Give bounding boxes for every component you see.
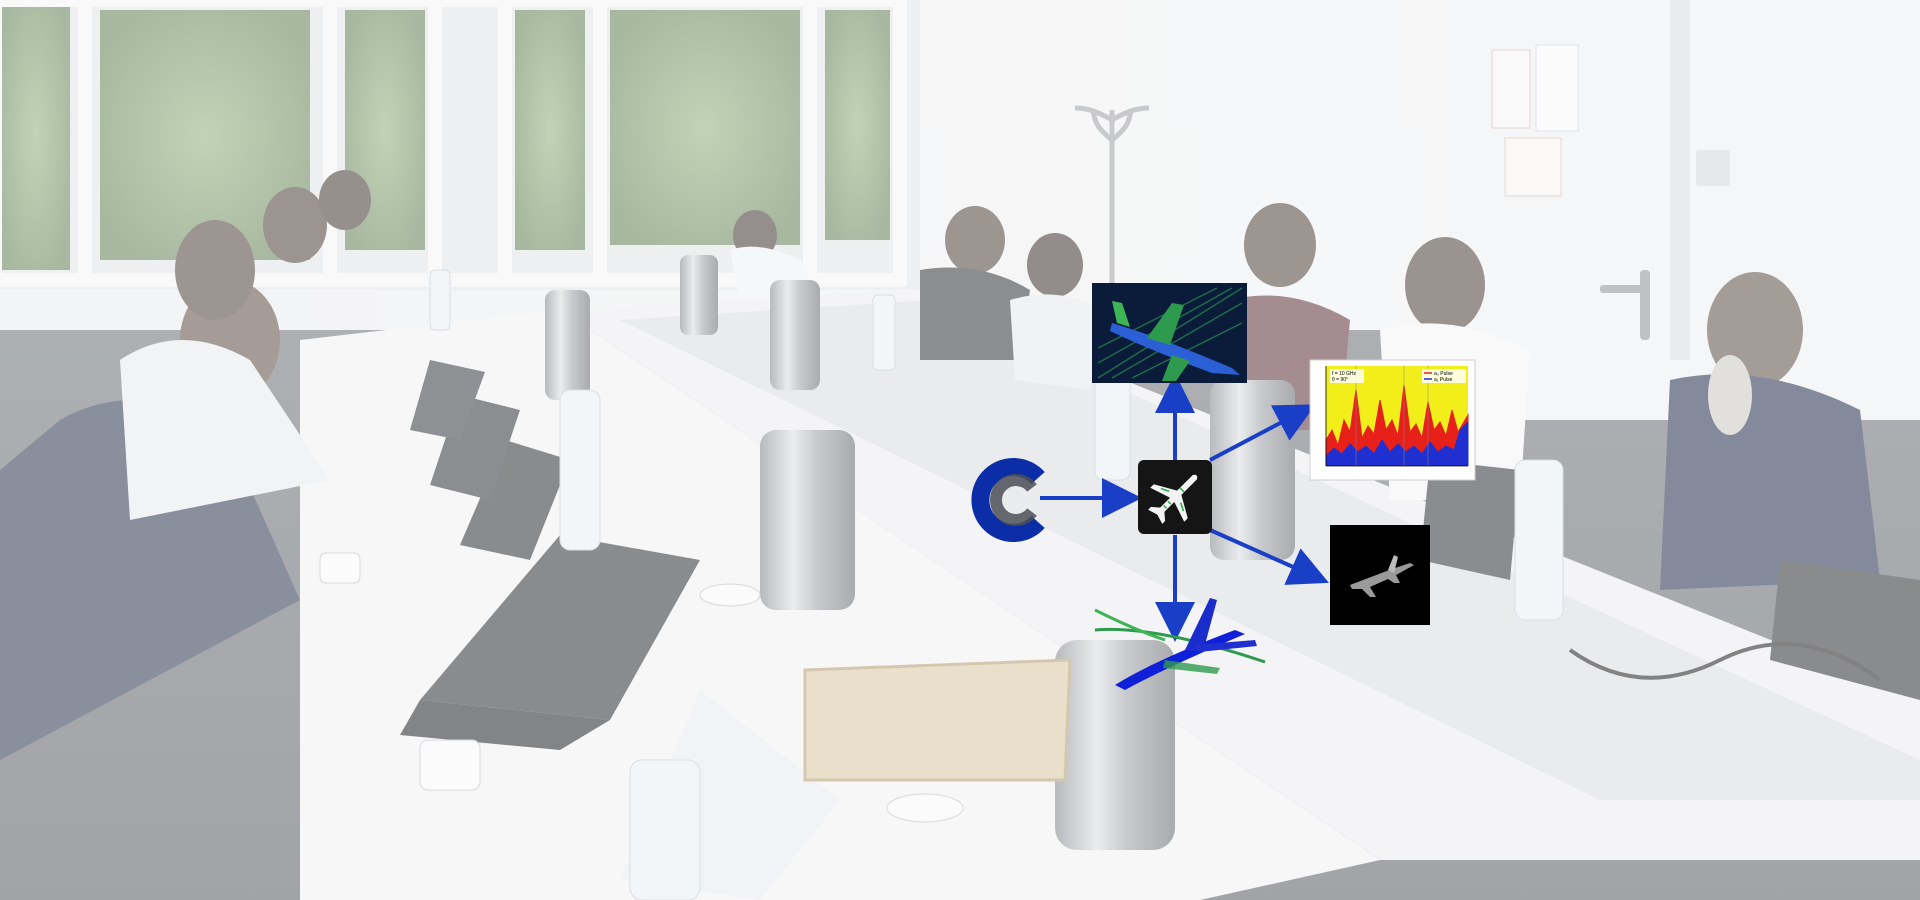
coat-stand xyxy=(1074,105,1150,300)
plot-legend-2: a₁ Pulse xyxy=(1434,377,1453,383)
thermos-jugs xyxy=(545,255,1295,850)
wooden-box xyxy=(803,658,1072,782)
arrow-hub-to-plot xyxy=(1209,404,1316,462)
plot-info-line-2: θ = 90° xyxy=(1332,377,1348,383)
spectrum-plot: f = 10 GHz θ = 90° a₀ Pulse a₁ Pulse xyxy=(1309,359,1476,481)
airplane-flow-render xyxy=(1094,598,1266,690)
window-trees xyxy=(0,0,890,270)
workflow-diagram: f = 10 GHz θ = 90° a₀ Pulse a₁ Pulse xyxy=(971,283,1476,690)
arrow-hub-to-silhouette xyxy=(1209,528,1329,585)
people xyxy=(0,170,1880,760)
plot-info-line-1: f = 10 GHz xyxy=(1332,371,1357,377)
c-logo-icon xyxy=(971,458,1045,542)
airplane-mesh-render xyxy=(1092,283,1247,383)
cable xyxy=(1568,642,1882,682)
plot-legend-1: a₀ Pulse xyxy=(1434,371,1453,377)
airplane-silhouette-dark xyxy=(1330,525,1430,625)
cups xyxy=(319,552,964,823)
water-bottles xyxy=(429,269,1564,900)
airplane-icon xyxy=(1138,460,1212,534)
laptops xyxy=(400,360,1920,900)
